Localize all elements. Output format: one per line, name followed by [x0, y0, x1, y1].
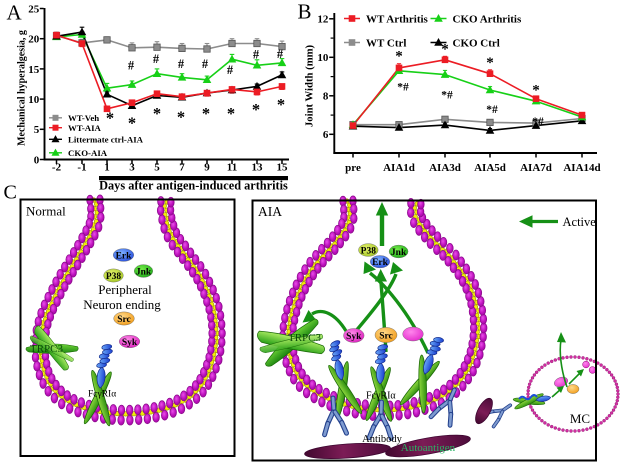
svg-text:9: 9 — [204, 162, 210, 174]
svg-text:8: 8 — [323, 91, 329, 103]
svg-text:Jnk: Jnk — [136, 268, 152, 278]
svg-text:-2: -2 — [52, 162, 62, 174]
svg-text:13: 13 — [252, 162, 264, 174]
svg-text:P38: P38 — [106, 272, 122, 282]
svg-text:#: # — [253, 48, 260, 62]
svg-text:WT-Veh: WT-Veh — [68, 113, 99, 123]
svg-text:AIA3d: AIA3d — [429, 162, 461, 174]
svg-text:*: * — [395, 49, 403, 65]
svg-text:5: 5 — [154, 162, 160, 174]
svg-text:10: 10 — [317, 52, 329, 64]
svg-text:Erk: Erk — [116, 252, 133, 262]
svg-text:-1: -1 — [77, 162, 86, 174]
svg-text:TRPC3: TRPC3 — [30, 343, 64, 355]
svg-text:*: * — [202, 104, 210, 123]
svg-text:25: 25 — [28, 3, 40, 15]
svg-text:Littermate ctrl-AIA: Littermate ctrl-AIA — [68, 135, 144, 145]
svg-text:15: 15 — [28, 64, 40, 76]
svg-text:*#: *# — [397, 82, 409, 94]
svg-text:AIA7d: AIA7d — [520, 162, 552, 174]
svg-text:*: * — [128, 113, 136, 132]
svg-text:AIA14d: AIA14d — [563, 162, 600, 174]
svg-text:10: 10 — [28, 94, 40, 106]
svg-text:WT Arthritis: WT Arthritis — [366, 14, 429, 26]
svg-text:AIA: AIA — [258, 204, 282, 219]
svg-text:#: # — [277, 47, 284, 61]
svg-text:*#: *# — [441, 90, 453, 102]
svg-text:*: * — [441, 42, 449, 58]
svg-text:6: 6 — [323, 129, 329, 141]
svg-text:5: 5 — [34, 124, 40, 136]
svg-text:FcγRIα: FcγRIα — [88, 390, 116, 400]
svg-text:*: * — [227, 104, 235, 123]
svg-text:20: 20 — [28, 34, 40, 46]
svg-text:*: * — [153, 104, 161, 123]
svg-text:*: * — [277, 95, 285, 114]
svg-text:Joint Width (mm): Joint Width (mm) — [304, 44, 316, 127]
svg-text:CKO Ctrl: CKO Ctrl — [453, 38, 500, 50]
svg-text:WT Ctrl: WT Ctrl — [366, 38, 406, 50]
svg-text:Normal: Normal — [26, 204, 66, 219]
svg-text:Autoantigen: Autoantigen — [401, 442, 456, 454]
svg-text:CKO Arthritis: CKO Arthritis — [453, 14, 522, 26]
svg-text:B: B — [298, 0, 312, 24]
svg-text:#: # — [227, 63, 234, 77]
svg-text:P38: P38 — [361, 247, 377, 257]
svg-text:WT-AIA: WT-AIA — [68, 123, 102, 133]
svg-text:Peripheral: Peripheral — [98, 282, 152, 297]
svg-text:*: * — [106, 108, 114, 127]
svg-text:7: 7 — [179, 162, 185, 174]
svg-text:15: 15 — [277, 162, 289, 174]
svg-text:12: 12 — [317, 14, 329, 26]
svg-text:Neuron ending: Neuron ending — [83, 297, 161, 312]
svg-text:Jnk: Jnk — [391, 248, 407, 258]
svg-text:Antibody: Antibody — [362, 434, 402, 445]
svg-text:TRPC3: TRPC3 — [288, 332, 322, 344]
svg-text:AIA5d: AIA5d — [474, 162, 506, 174]
svg-text:*: * — [177, 107, 185, 126]
svg-text:#: # — [202, 57, 209, 71]
svg-text:Syk: Syk — [122, 338, 138, 348]
svg-text:*: * — [486, 55, 494, 71]
svg-text:Days after antigen-induced art: Days after antigen-induced arthritis — [99, 179, 288, 193]
svg-text:*: * — [252, 100, 260, 119]
svg-text:AIA1d: AIA1d — [383, 162, 415, 174]
svg-text:*#: *# — [486, 104, 498, 116]
svg-text:pre: pre — [345, 162, 361, 174]
svg-text:A: A — [7, 1, 23, 25]
svg-text:1: 1 — [104, 162, 110, 174]
svg-text:#: # — [153, 52, 160, 66]
svg-text:MC: MC — [570, 411, 590, 426]
svg-text:3: 3 — [129, 162, 135, 174]
svg-text:C: C — [4, 182, 17, 204]
svg-text:Active: Active — [563, 215, 597, 229]
svg-text:FcγRIα: FcγRIα — [366, 391, 396, 402]
svg-text:*#: *# — [532, 116, 544, 128]
svg-text:Src: Src — [117, 315, 131, 325]
svg-text:*: * — [532, 83, 540, 99]
svg-text:Src: Src — [379, 332, 393, 342]
svg-text:Erk: Erk — [372, 258, 389, 268]
svg-text:0: 0 — [34, 154, 40, 166]
svg-text:Syk: Syk — [346, 332, 362, 342]
svg-text:11: 11 — [227, 162, 237, 174]
svg-text:Mechanical hyperalgesia, g: Mechanical hyperalgesia, g — [17, 30, 28, 146]
svg-text:CKO-AIA: CKO-AIA — [68, 148, 108, 158]
svg-text:#: # — [178, 57, 185, 71]
svg-text:#: # — [128, 59, 135, 73]
